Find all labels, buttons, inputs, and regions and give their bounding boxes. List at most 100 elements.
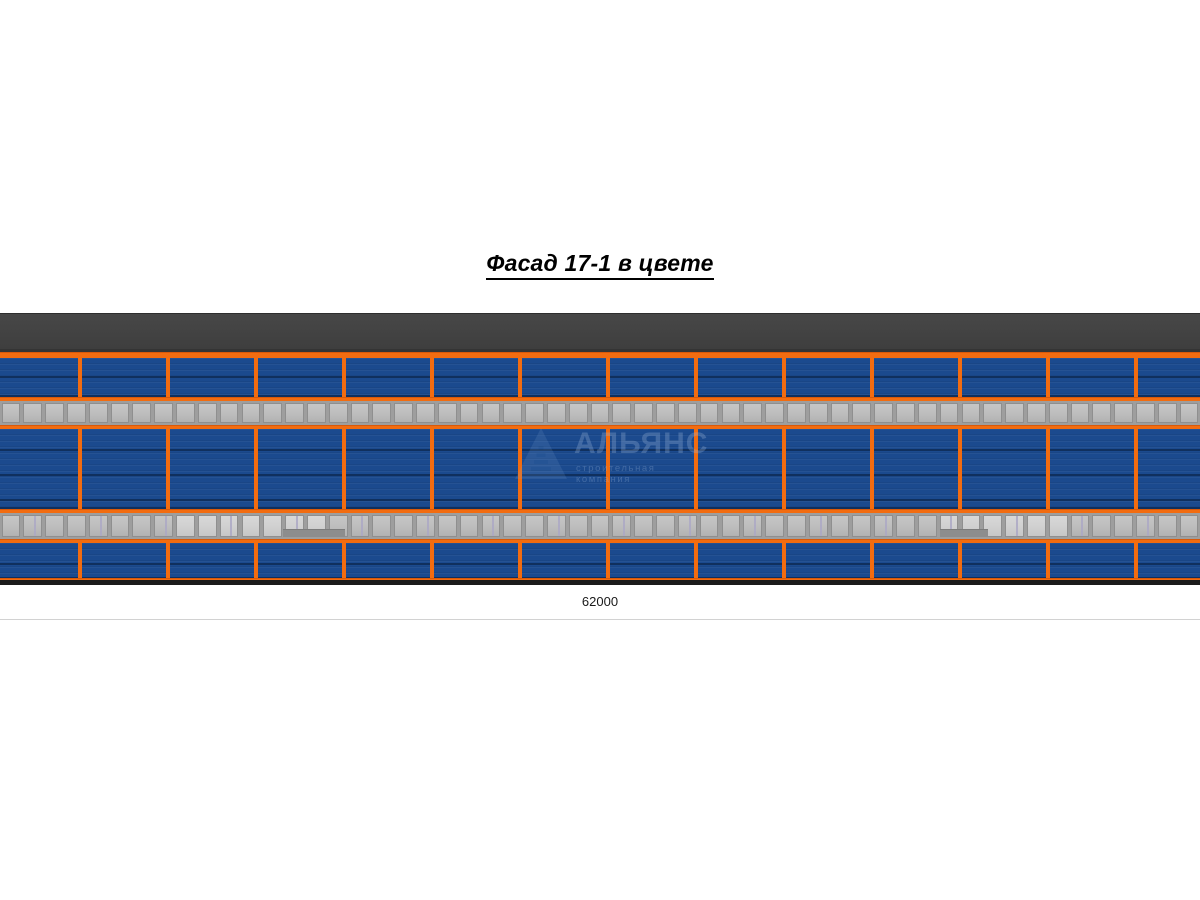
- dimension-line: 62000: [0, 585, 1200, 625]
- glazing-pane: [459, 515, 479, 537]
- glazing-pane: [437, 403, 457, 423]
- facade-mullion: [254, 358, 258, 397]
- glazing-pane: [634, 403, 654, 423]
- glazing-strip-lower: [0, 513, 1200, 539]
- glazing-pane: [1005, 403, 1024, 423]
- glazing-pane: [677, 515, 697, 537]
- facade-mullion: [166, 358, 170, 397]
- page-title-text: Фасад 17-1 в цвете: [486, 250, 714, 280]
- glazing-pane: [503, 403, 523, 423]
- glazing-pane: [1179, 515, 1199, 537]
- glazing-pane: [1092, 515, 1112, 537]
- glazing-pane: [132, 403, 152, 423]
- glazing-pane: [66, 403, 86, 423]
- facade-mullion: [1046, 429, 1050, 509]
- glazing-pane: [765, 515, 784, 537]
- glazing-pane: [721, 515, 741, 537]
- pane-tint-line: [492, 516, 495, 536]
- glazing-pane: [394, 403, 414, 423]
- glazing-pane: [656, 515, 675, 537]
- glazing-pane: [219, 403, 239, 423]
- glazing-pane: [1026, 403, 1046, 423]
- glazing-pane: [852, 403, 872, 423]
- glazing-pane: [917, 515, 937, 537]
- panel-joint: [0, 376, 1200, 378]
- pane-tint-line: [1146, 516, 1149, 536]
- glazing-pane: [176, 403, 195, 423]
- facade-mullion: [1046, 543, 1050, 579]
- facade-mullion: [430, 358, 434, 397]
- facade-mullion: [1134, 429, 1138, 509]
- facade-mullion: [342, 543, 346, 579]
- glazing-pane: [1048, 515, 1068, 537]
- glazing-pane: [45, 403, 64, 423]
- glazing-pane: [568, 403, 588, 423]
- glazing-pane: [743, 403, 763, 423]
- glazing-pane: [66, 515, 86, 537]
- pane-tint-line: [230, 516, 233, 536]
- pane-tint-line: [885, 516, 888, 536]
- glazing-pane: [830, 403, 850, 423]
- glazing-pane: [328, 403, 348, 423]
- glazing-pane: [896, 515, 915, 537]
- facade-mullion: [782, 543, 786, 579]
- facade-mullion: [870, 543, 874, 579]
- glazing-pane: [590, 403, 610, 423]
- glazing-pane: [525, 403, 544, 423]
- glazing-pane: [1048, 403, 1068, 423]
- glazing-pane: [110, 403, 130, 423]
- glazing-pane: [176, 515, 195, 537]
- facade-mullion: [782, 358, 786, 397]
- glazing-pane: [459, 403, 479, 423]
- glazing-pane: [241, 403, 261, 423]
- glazing-pane: [45, 515, 64, 537]
- glazing-pane: [88, 403, 108, 423]
- glazing-pane: [786, 403, 806, 423]
- glazing-pane: [808, 403, 828, 423]
- pane-tint-line: [950, 516, 953, 536]
- glazing-pane: [939, 403, 959, 423]
- glazing-pane: [852, 515, 872, 537]
- pane-tint-line: [426, 516, 429, 536]
- facade-mullion: [78, 429, 82, 509]
- pane-tint-line: [361, 516, 364, 536]
- glazing-pane: [416, 403, 435, 423]
- glazing-pane: [546, 515, 566, 537]
- panel-joint: [0, 449, 1200, 451]
- glazing-pane: [699, 403, 719, 423]
- facade-mullion: [78, 543, 82, 579]
- glazing-pane: [154, 515, 174, 537]
- facade-mullion: [606, 358, 610, 397]
- glazing-pane: [350, 515, 370, 537]
- pane-tint-line: [1015, 516, 1018, 536]
- glazing-pane: [590, 515, 610, 537]
- dimension-value: 62000: [581, 594, 619, 609]
- panel-joint: [0, 563, 1200, 565]
- panel-joint: [0, 474, 1200, 476]
- glazing-pane: [612, 403, 632, 423]
- facade-mullion: [782, 429, 786, 509]
- facade-equipment-unit: [940, 529, 988, 537]
- glazing-pane: [743, 515, 763, 537]
- glazing-pane: [1157, 515, 1177, 537]
- facade-mullion: [1134, 358, 1138, 397]
- glazing-pane: [1, 403, 21, 423]
- panel-joint: [0, 395, 1200, 397]
- glazing-pane: [481, 403, 501, 423]
- glazing-pane: [917, 403, 937, 423]
- glazing-pane: [525, 515, 544, 537]
- facade-mullion: [166, 429, 170, 509]
- facade-mullion: [694, 429, 698, 509]
- glazing-pane: [437, 515, 457, 537]
- facade-mullion: [518, 358, 522, 397]
- glazing-pane: [306, 403, 326, 423]
- glazing-pane: [1179, 403, 1199, 423]
- pane-tint-line: [557, 516, 560, 536]
- facade-mullion: [958, 358, 962, 397]
- glazing-pane: [372, 515, 392, 537]
- panel-joint: [0, 499, 1200, 501]
- facade-mullion: [342, 358, 346, 397]
- facade-mullion: [518, 429, 522, 509]
- glazing-pane: [1114, 515, 1134, 537]
- glazing-pane: [241, 515, 261, 537]
